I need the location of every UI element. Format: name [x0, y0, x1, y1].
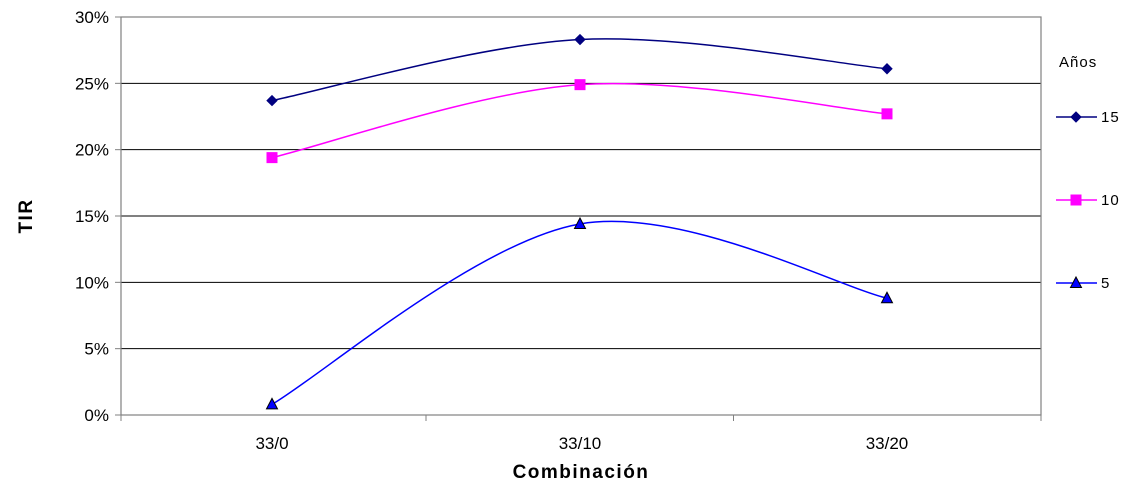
y-tick-label: 30%: [75, 8, 109, 27]
x-tick-label: 33/20: [866, 434, 909, 453]
legend-title: Años: [1059, 54, 1097, 71]
gridlines: [121, 82, 1041, 350]
series-line: [271, 38, 888, 102]
legend-item-5: 5: [1056, 275, 1110, 292]
series-line: [271, 220, 888, 406]
data-point: [574, 79, 586, 91]
data-point: [266, 94, 278, 107]
data-point: [265, 397, 279, 410]
legend-item-10: 10: [1056, 192, 1120, 209]
x-tick-label: 33/10: [559, 434, 602, 453]
legend-item-15: 15: [1056, 109, 1120, 126]
series-5: [265, 216, 894, 410]
y-tick-label: 20%: [75, 141, 109, 160]
data-point: [573, 216, 587, 229]
x-axis-title: Combinación: [513, 462, 650, 483]
series-group: [265, 33, 894, 410]
legend-marker: [1070, 194, 1082, 206]
legend-marker: [1069, 275, 1083, 288]
series-line: [271, 82, 888, 159]
x-axis: 33/0 33/10 33/20: [120, 415, 1042, 453]
data-point: [266, 152, 278, 164]
y-tick-label: 10%: [75, 273, 109, 292]
data-point: [881, 63, 893, 75]
y-tick-label: 5%: [84, 340, 109, 359]
y-tick-label: 25%: [75, 74, 109, 93]
x-tick-label: 33/0: [255, 434, 288, 453]
series-10: [266, 79, 893, 164]
legend: Años 15 10 5: [1056, 54, 1120, 292]
y-tick-label: 0%: [84, 406, 109, 425]
y-axis: 0% 5% 10% 15% 20% 25% 30%: [75, 8, 121, 425]
data-point: [880, 291, 894, 304]
series-15: [266, 33, 893, 107]
y-tick-label: 15%: [75, 207, 109, 226]
y-axis-title: TIR: [16, 198, 37, 233]
legend-label: 10: [1101, 192, 1120, 209]
legend-marker: [1070, 111, 1082, 123]
legend-label: 15: [1101, 109, 1120, 126]
legend-label: 5: [1101, 275, 1110, 292]
data-point: [881, 108, 893, 120]
data-point: [574, 33, 586, 46]
